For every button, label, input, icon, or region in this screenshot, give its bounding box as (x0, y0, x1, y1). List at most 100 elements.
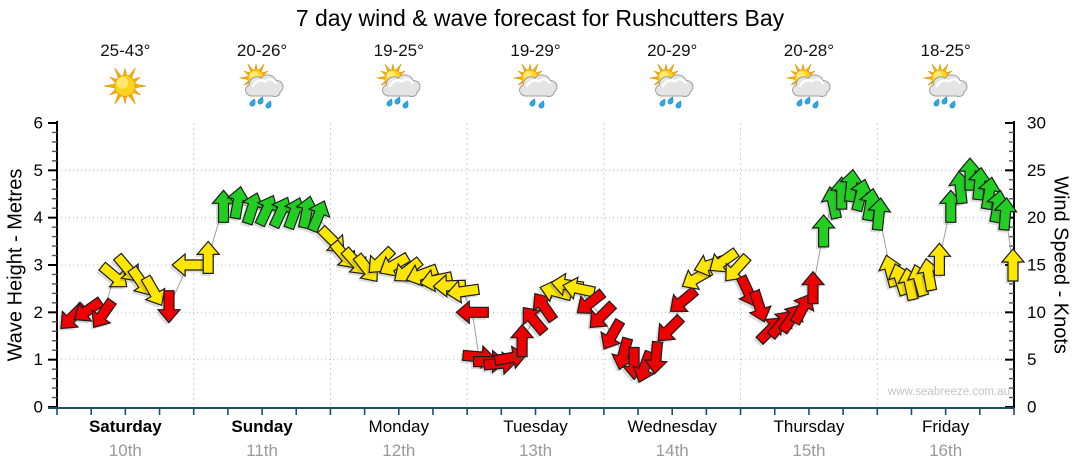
weather-icon-showers (376, 63, 421, 109)
day-date-label: 13th (518, 441, 553, 460)
day-name-label: Sunday (231, 417, 293, 436)
wind-speed-tick-label: 30 (1027, 114, 1046, 133)
wind-speed-tick-label: 5 (1027, 350, 1036, 369)
raindrop (257, 96, 264, 105)
day-name-label: Saturday (88, 417, 162, 436)
wind-arrow (609, 336, 635, 372)
wind-arrow-glyph (589, 300, 618, 329)
cloud-highlight (798, 78, 824, 88)
wind-arrow (240, 192, 265, 228)
wind-arrow-glyph (140, 274, 166, 307)
raindrop (812, 100, 819, 109)
raindrop (933, 98, 940, 107)
wind-speed-tick-label: 0 (1027, 398, 1036, 417)
wind-arrow (89, 297, 118, 330)
day-date-label: 16th (929, 441, 963, 460)
wind-arrow-glyph (748, 289, 772, 323)
wave-height-tick-label: 2 (34, 303, 43, 322)
wind-arrow-glyph (522, 306, 549, 337)
wave-height-tick-label: 6 (34, 114, 43, 133)
wind-arrow-glyph (600, 317, 626, 350)
weather-icon-showers (786, 63, 831, 109)
wind-arrow-glyph (446, 279, 481, 305)
wind-arrow (642, 340, 669, 377)
wind-arrow (810, 213, 836, 250)
day-name-label: Thursday (773, 417, 845, 436)
watermark: www.seabreeze.com.au (887, 386, 1010, 398)
wind-arrow-glyph (993, 197, 1018, 231)
wind-arrow-glyph (432, 273, 467, 299)
raindrop (249, 98, 256, 107)
raindrop (265, 100, 272, 109)
wind-speed-tick-label: 15 (1027, 256, 1046, 275)
wave-height-tick-label: 4 (34, 208, 43, 227)
wind-arrow-glyph (306, 200, 331, 234)
wind-arrow (560, 276, 597, 302)
wind-arrow (992, 197, 1018, 233)
cloud-highlight (935, 78, 961, 88)
day-date-label: 15th (792, 441, 826, 460)
raindrop (538, 100, 544, 109)
wind-arrow-glyph (643, 340, 669, 375)
wind-arrow (848, 178, 874, 215)
temp-range: 19-25° (373, 41, 424, 60)
wind-arrow (598, 317, 626, 352)
wind-arrow (838, 168, 864, 205)
wind-arrow (453, 300, 489, 326)
temp-range: 20-28° (783, 41, 835, 60)
wind-arrow (294, 195, 320, 232)
wind-arrow-glyph (800, 270, 826, 305)
temp-range: 18-25° (920, 41, 971, 60)
raindrop (941, 96, 948, 105)
sun-ray (104, 83, 117, 89)
weather-icon-showers (239, 63, 284, 109)
temp-range: 19-29° (510, 41, 561, 60)
wind-arrow (194, 240, 221, 276)
raindrop (796, 98, 803, 107)
wind-arrow-glyph (73, 296, 105, 322)
wind-arrow-glyph (91, 297, 118, 329)
wind-speed-tick-label: 10 (1027, 303, 1046, 322)
wind-arrow-glyph (195, 240, 221, 274)
wind-arrow-glyph (455, 300, 489, 325)
wind-arrow (799, 270, 826, 307)
wind-arrow (305, 200, 331, 236)
wind-arrow (668, 286, 700, 314)
wind-arrow-glyph (927, 242, 952, 276)
weather-icon-showers (923, 63, 968, 109)
weather-icon-light-showers (513, 63, 557, 109)
wind-arrow-glyph (632, 349, 656, 384)
temp-range: 20-26° (236, 41, 288, 60)
temp-range: 20-29° (647, 41, 698, 60)
wind-arrow (925, 242, 952, 278)
raindrop (394, 96, 401, 105)
day-name-label: Tuesday (503, 417, 568, 436)
wave-height-tick-label: 3 (34, 256, 43, 275)
raindrop (949, 100, 956, 109)
day-date-label: 12th (382, 441, 416, 460)
cloud-highlight (525, 78, 551, 88)
raindrop (529, 98, 535, 107)
wind-arrow-glyph (669, 286, 700, 312)
wind-arrow-glyph (867, 197, 892, 231)
wind-arrow (225, 185, 251, 222)
raindrop (402, 100, 409, 109)
day-date-label: 11th (246, 441, 278, 460)
wind-arrow (430, 273, 467, 300)
wind-speed-tick-label: 20 (1027, 208, 1046, 227)
wind-arrow-glyph (657, 313, 686, 342)
wind-arrow-glyph (1000, 248, 1026, 282)
chart-title: 7 day wind & wave forecast for Rushcutte… (295, 5, 785, 31)
wave-height-tick-label: 0 (34, 398, 43, 417)
day-name-label: Wednesday (627, 417, 717, 436)
wind-arrow (857, 187, 883, 224)
wind-arrow (655, 313, 686, 344)
wind-arrow (508, 323, 535, 360)
raindrop (804, 96, 811, 105)
day-name-label: Monday (368, 417, 430, 436)
wind-arrow (71, 296, 105, 324)
weather-icon-sunny (104, 67, 147, 105)
wind-arrow (587, 300, 618, 330)
wind-arrow-glyph (562, 276, 597, 301)
